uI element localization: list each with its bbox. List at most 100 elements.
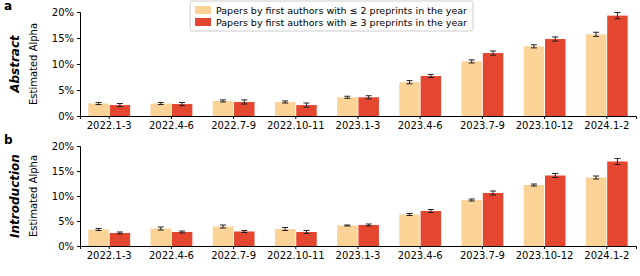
error-bar (593, 32, 599, 36)
bar (358, 225, 378, 246)
tick-label: 2024.1-2 (584, 120, 629, 131)
error-bar (282, 228, 288, 231)
error-bar (303, 231, 309, 234)
error-bar (490, 191, 496, 195)
tick-mark (109, 246, 110, 249)
error-cap (220, 228, 226, 229)
axis-line (81, 247, 637, 250)
error-cap (220, 225, 226, 226)
error-bar (614, 159, 620, 165)
bar (483, 53, 503, 116)
tick-label: 2023.1-3 (336, 250, 381, 261)
tick: 2023.7-9 (460, 246, 505, 261)
error-cap (614, 12, 620, 13)
error-cap (614, 158, 620, 159)
error-cap (179, 233, 185, 234)
tick-mark (171, 246, 172, 249)
tick-mark (77, 38, 80, 39)
tick: 2023.4-6 (398, 116, 443, 131)
error-cap (490, 55, 496, 56)
bar (88, 230, 108, 247)
tick: 5% (58, 85, 80, 96)
error-bar (158, 227, 164, 230)
axis-line (77, 147, 81, 247)
tick-mark (77, 246, 80, 247)
error-bar (428, 210, 434, 213)
tick-label: 2022.7-9 (211, 120, 256, 131)
bar (88, 104, 108, 116)
tick-mark (77, 146, 80, 147)
x-axis: 2022.1-32022.4-62022.7-92022.10-112023.1… (81, 116, 637, 131)
error-bar (344, 225, 350, 226)
error-cap (96, 228, 102, 229)
error-cap (344, 226, 350, 227)
tick: 2022.4-6 (149, 116, 194, 131)
tick: 2022.7-9 (211, 116, 256, 131)
error-cap (344, 225, 350, 226)
tick-mark (77, 196, 80, 197)
tick-label: 2023.4-6 (398, 120, 443, 131)
bar (461, 200, 481, 246)
tick: 2024.1-2 (584, 116, 629, 131)
tick-mark (171, 116, 172, 119)
tick-label: 20% (52, 141, 74, 152)
series (110, 159, 628, 247)
error-bar (552, 37, 558, 41)
error-bar (469, 60, 475, 63)
bar (172, 232, 192, 246)
bar (213, 101, 233, 116)
error-cap (531, 184, 537, 185)
error-cap (117, 234, 123, 235)
error-cap (469, 199, 475, 200)
error-cap (282, 103, 288, 104)
bar (275, 102, 295, 116)
tick-label: 20% (52, 7, 74, 18)
error-cap (303, 233, 309, 234)
error-cap (552, 177, 558, 178)
panel: 0%5%10%15%20%2022.1-32022.4-62022.7-9202… (4, 0, 637, 131)
error-cap (344, 96, 350, 97)
error-cap (96, 102, 102, 103)
bar (151, 104, 171, 116)
error-bar (366, 224, 372, 226)
figure: 0%5%10%15%20%2022.1-32022.4-62022.7-9202… (0, 0, 640, 276)
error-cap (282, 100, 288, 101)
legend: Papers by first authors with ≤ 2 preprin… (190, 1, 473, 31)
legend-label: Papers by first authors with ≤ 2 preprin… (216, 5, 467, 16)
error-bar (552, 174, 558, 178)
error-cap (179, 105, 185, 106)
error-line (617, 13, 618, 19)
tick-mark (77, 12, 80, 13)
bar (421, 76, 441, 116)
tick: 2023.10-12 (516, 246, 574, 261)
error-line (244, 100, 245, 104)
bar (110, 105, 130, 116)
tick-mark (295, 246, 296, 249)
error-cap (552, 41, 558, 42)
tick: 2022.10-11 (267, 246, 325, 261)
tick-label: 2022.4-6 (149, 250, 194, 261)
error-line (306, 103, 307, 107)
bar (275, 229, 295, 246)
bar (586, 34, 606, 116)
error-cap (469, 62, 475, 63)
error-cap (158, 104, 164, 105)
error-cap (158, 230, 164, 231)
legend-label: Papers by first authors with ≥ 3 preprin… (216, 17, 467, 28)
tick-label: 2023.4-6 (398, 250, 443, 261)
bar (358, 97, 378, 116)
error-cap (117, 232, 123, 233)
bar (607, 162, 627, 247)
error-cap (490, 191, 496, 192)
tick-label: 2023.10-12 (516, 120, 574, 131)
error-bar (344, 96, 350, 98)
series (88, 176, 606, 246)
error-cap (490, 195, 496, 196)
bar (296, 232, 316, 246)
tick-mark (482, 116, 483, 119)
error-cap (179, 231, 185, 232)
tick: 2023.4-6 (398, 246, 443, 261)
tick: 20% (52, 7, 80, 18)
error-cap (407, 215, 413, 216)
tick-mark (420, 246, 421, 249)
